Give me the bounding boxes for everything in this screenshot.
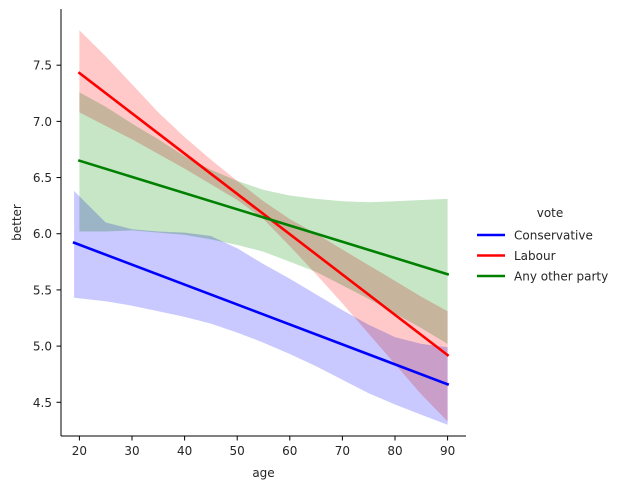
x-tick-label: 20	[72, 444, 87, 458]
ci-band-0	[74, 191, 448, 425]
x-tick-label: 30	[124, 444, 139, 458]
y-tick-label: 6.5	[33, 171, 52, 185]
y-tick-label: 7.0	[33, 115, 52, 129]
y-axis-ticks: 4.5 5.0 5.5 6.0 6.5 7.0 7.5	[33, 59, 61, 410]
x-axis-ticks: 20 30 40 50 60 70 80 90	[72, 436, 455, 458]
series-line-2	[77, 159, 450, 276]
y-tick-label: 4.5	[33, 396, 52, 410]
legend: vote Conservative Labour Any other party	[477, 206, 608, 284]
y-tick-label: 6.0	[33, 227, 52, 241]
legend-title: vote	[537, 206, 564, 220]
legend-label-2: Any other party	[514, 270, 608, 284]
x-tick-label: 90	[440, 444, 455, 458]
x-tick-label: 40	[177, 444, 192, 458]
x-tick-label: 50	[230, 444, 245, 458]
regression-lines	[72, 71, 450, 386]
x-tick-label: 60	[282, 444, 297, 458]
axes: 20 30 40 50 60 70 80 90 4.5 5.0 5.5 6.0 6.5 7.0 7.5 a…	[10, 9, 466, 480]
y-tick-label: 5.5	[33, 283, 52, 297]
y-tick-label: 7.5	[33, 59, 52, 73]
x-tick-label: 80	[387, 444, 402, 458]
y-axis-label: better	[10, 204, 24, 241]
ci-band-1	[79, 30, 448, 422]
series-line-0	[72, 241, 450, 386]
x-tick-label: 70	[335, 444, 350, 458]
series-line-1	[77, 71, 450, 357]
y-tick-label: 5.0	[33, 340, 52, 354]
legend-label-1: Labour	[514, 249, 556, 263]
x-axis-label: age	[252, 466, 274, 480]
legend-label-0: Conservative	[514, 229, 593, 243]
